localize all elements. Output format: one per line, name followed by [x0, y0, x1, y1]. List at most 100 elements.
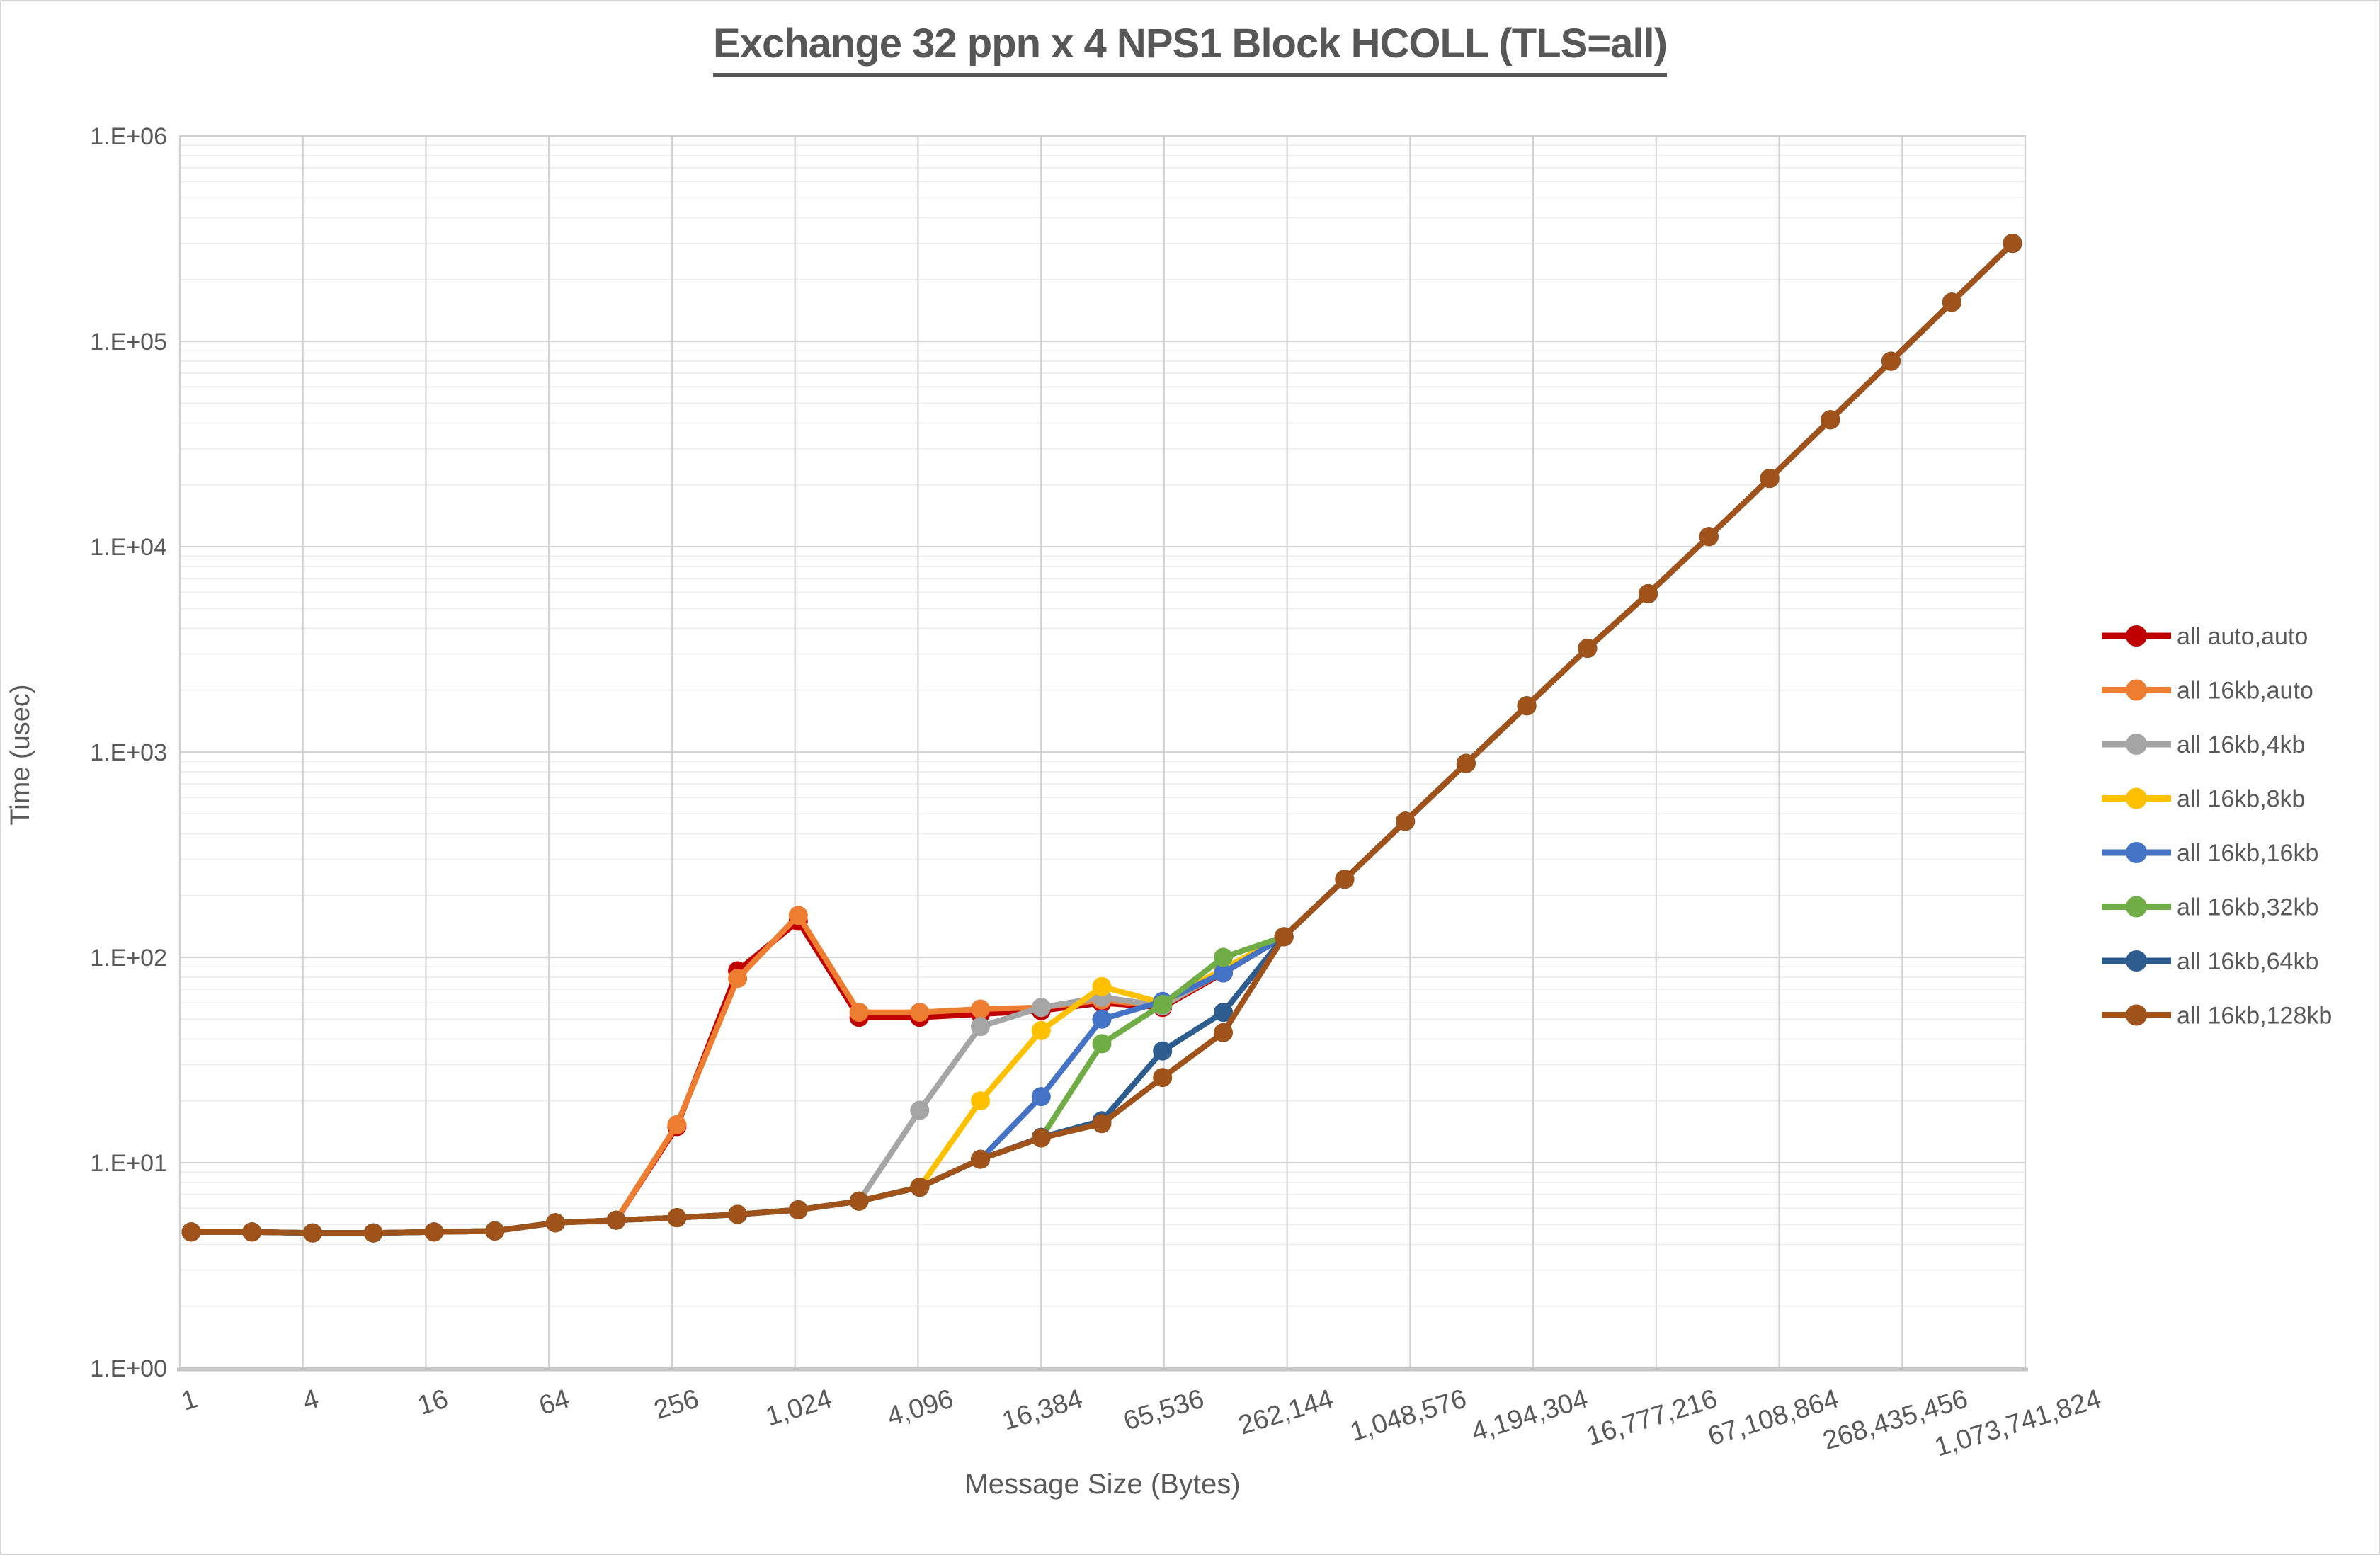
data-point: [1578, 639, 1598, 658]
series-line: [191, 241, 2015, 1236]
data-point: [363, 1223, 383, 1243]
data-point: [424, 1222, 444, 1242]
y-axis-ticks: 1.E+00 1.E+01 1.E+02 1.E+03 1.E+04 1.E+05 1.E+…: [90, 123, 167, 1382]
series-line: [191, 241, 2015, 1236]
data-point: [971, 1091, 990, 1111]
data-point: [303, 1223, 322, 1243]
legend-label: all auto,auto: [2177, 623, 2308, 650]
legend-marker-icon: [2126, 1004, 2147, 1026]
x-tick-label: 1: [178, 1384, 200, 1416]
data-point: [1942, 292, 1961, 312]
x-tick-label: 65,536: [1120, 1384, 1207, 1436]
data-point: [728, 969, 748, 989]
legend-marker-icon: [2126, 842, 2147, 863]
legend-item: all 16kb,4kb: [2102, 731, 2305, 758]
data-point: [1153, 1068, 1173, 1088]
data-point: [1274, 927, 1294, 947]
data-point: [1031, 1020, 1051, 1040]
data-point: [1214, 963, 1233, 983]
data-point: [1214, 1003, 1233, 1023]
series-all-auto-auto: [181, 234, 2022, 1243]
data-point: [1639, 584, 1658, 603]
data-point: [1214, 1023, 1233, 1042]
data-point: [667, 1208, 687, 1228]
data-point: [485, 1221, 505, 1241]
x-tick-label: 16,777,216: [1583, 1384, 1721, 1452]
legend-marker-icon: [2126, 787, 2147, 809]
x-tick-label: 16: [414, 1384, 452, 1421]
x-tick-label: 4,194,304: [1468, 1384, 1591, 1447]
data-point: [181, 1222, 201, 1242]
x-tick-label: 1,048,576: [1347, 1384, 1470, 1447]
data-point: [667, 1115, 687, 1134]
gridlines: [177, 135, 2028, 1372]
data-point: [788, 906, 808, 925]
legend-item: all 16kb,8kb: [2102, 786, 2305, 813]
data-point: [1092, 976, 1112, 996]
legend-item: all 16kb,auto: [2102, 678, 2313, 705]
series-line: [191, 241, 2015, 1236]
legend-label: all 16kb,64kb: [2177, 948, 2318, 975]
series-group: [181, 234, 2022, 1243]
legend-item: all 16kb,32kb: [2102, 894, 2318, 921]
y-axis-title: Time (usec): [6, 684, 35, 826]
legend-marker-icon: [2126, 734, 2147, 755]
data-point: [910, 1003, 930, 1023]
series-all-16kb-128kb: [181, 234, 2022, 1243]
data-point: [971, 999, 990, 1019]
data-point: [1821, 410, 1840, 430]
x-tick-label: 1,024: [763, 1384, 836, 1432]
legend-item: all 16kb,16kb: [2102, 840, 2318, 867]
x-tick-label: 67,108,864: [1704, 1384, 1842, 1452]
data-point: [1153, 1041, 1173, 1061]
x-axis-title: Message Size (Bytes): [964, 1469, 1241, 1500]
data-point: [545, 1213, 565, 1233]
legend-item: all 16kb,64kb: [2102, 948, 2318, 975]
data-point: [1760, 469, 1780, 489]
y-tick-label: 1.E+02: [90, 945, 167, 972]
legend-marker-icon: [2126, 896, 2147, 918]
legend-item: all 16kb,128kb: [2102, 1003, 2332, 1030]
data-point: [910, 1100, 930, 1120]
data-point: [1153, 995, 1173, 1014]
data-point: [1881, 351, 1901, 371]
data-point: [728, 1204, 748, 1224]
data-point: [971, 1149, 990, 1169]
data-point: [1092, 1114, 1112, 1134]
legend-marker-icon: [2126, 679, 2147, 701]
series-all-16kb-16kb: [181, 234, 2022, 1243]
data-point: [1031, 1087, 1051, 1107]
legend: all auto,auto all 16kb,auto all 16kb,4kb al…: [2102, 623, 2332, 1030]
data-point: [971, 1017, 990, 1037]
series-all-16kb-32kb: [181, 234, 2022, 1243]
y-tick-label: 1.E+03: [90, 739, 167, 766]
series-line: [191, 241, 2015, 1236]
data-point: [1396, 811, 1416, 831]
data-point: [1335, 870, 1355, 889]
y-tick-label: 1.E+04: [90, 534, 167, 561]
legend-label: all 16kb,auto: [2177, 678, 2313, 705]
chart-title: Exchange 32 ppn x 4 NPS1 Block HCOLL (TL…: [713, 20, 1668, 77]
series-line: [191, 241, 2015, 1236]
y-tick-label: 1.E+01: [90, 1150, 167, 1177]
data-point: [606, 1210, 626, 1230]
legend-label: all 16kb,4kb: [2177, 731, 2305, 758]
y-tick-label: 1.E+05: [90, 329, 167, 355]
x-tick-label: 16,384: [998, 1384, 1086, 1436]
data-point: [1456, 753, 1476, 773]
data-point: [849, 1003, 869, 1023]
data-point: [242, 1222, 262, 1242]
series-all-16kb-auto: [181, 234, 2022, 1243]
x-tick-label: 4: [300, 1384, 322, 1416]
data-point: [1699, 527, 1719, 547]
legend-marker-icon: [2126, 625, 2147, 647]
x-tick-label: 262,144: [1235, 1384, 1337, 1440]
series-line: [191, 241, 2015, 1236]
legend-item: all auto,auto: [2102, 623, 2308, 650]
data-point: [1031, 998, 1051, 1018]
series-all-16kb-64kb: [181, 234, 2022, 1243]
legend-label: all 16kb,32kb: [2177, 894, 2318, 921]
legend-label: all 16kb,16kb: [2177, 840, 2318, 867]
data-point: [910, 1178, 930, 1197]
